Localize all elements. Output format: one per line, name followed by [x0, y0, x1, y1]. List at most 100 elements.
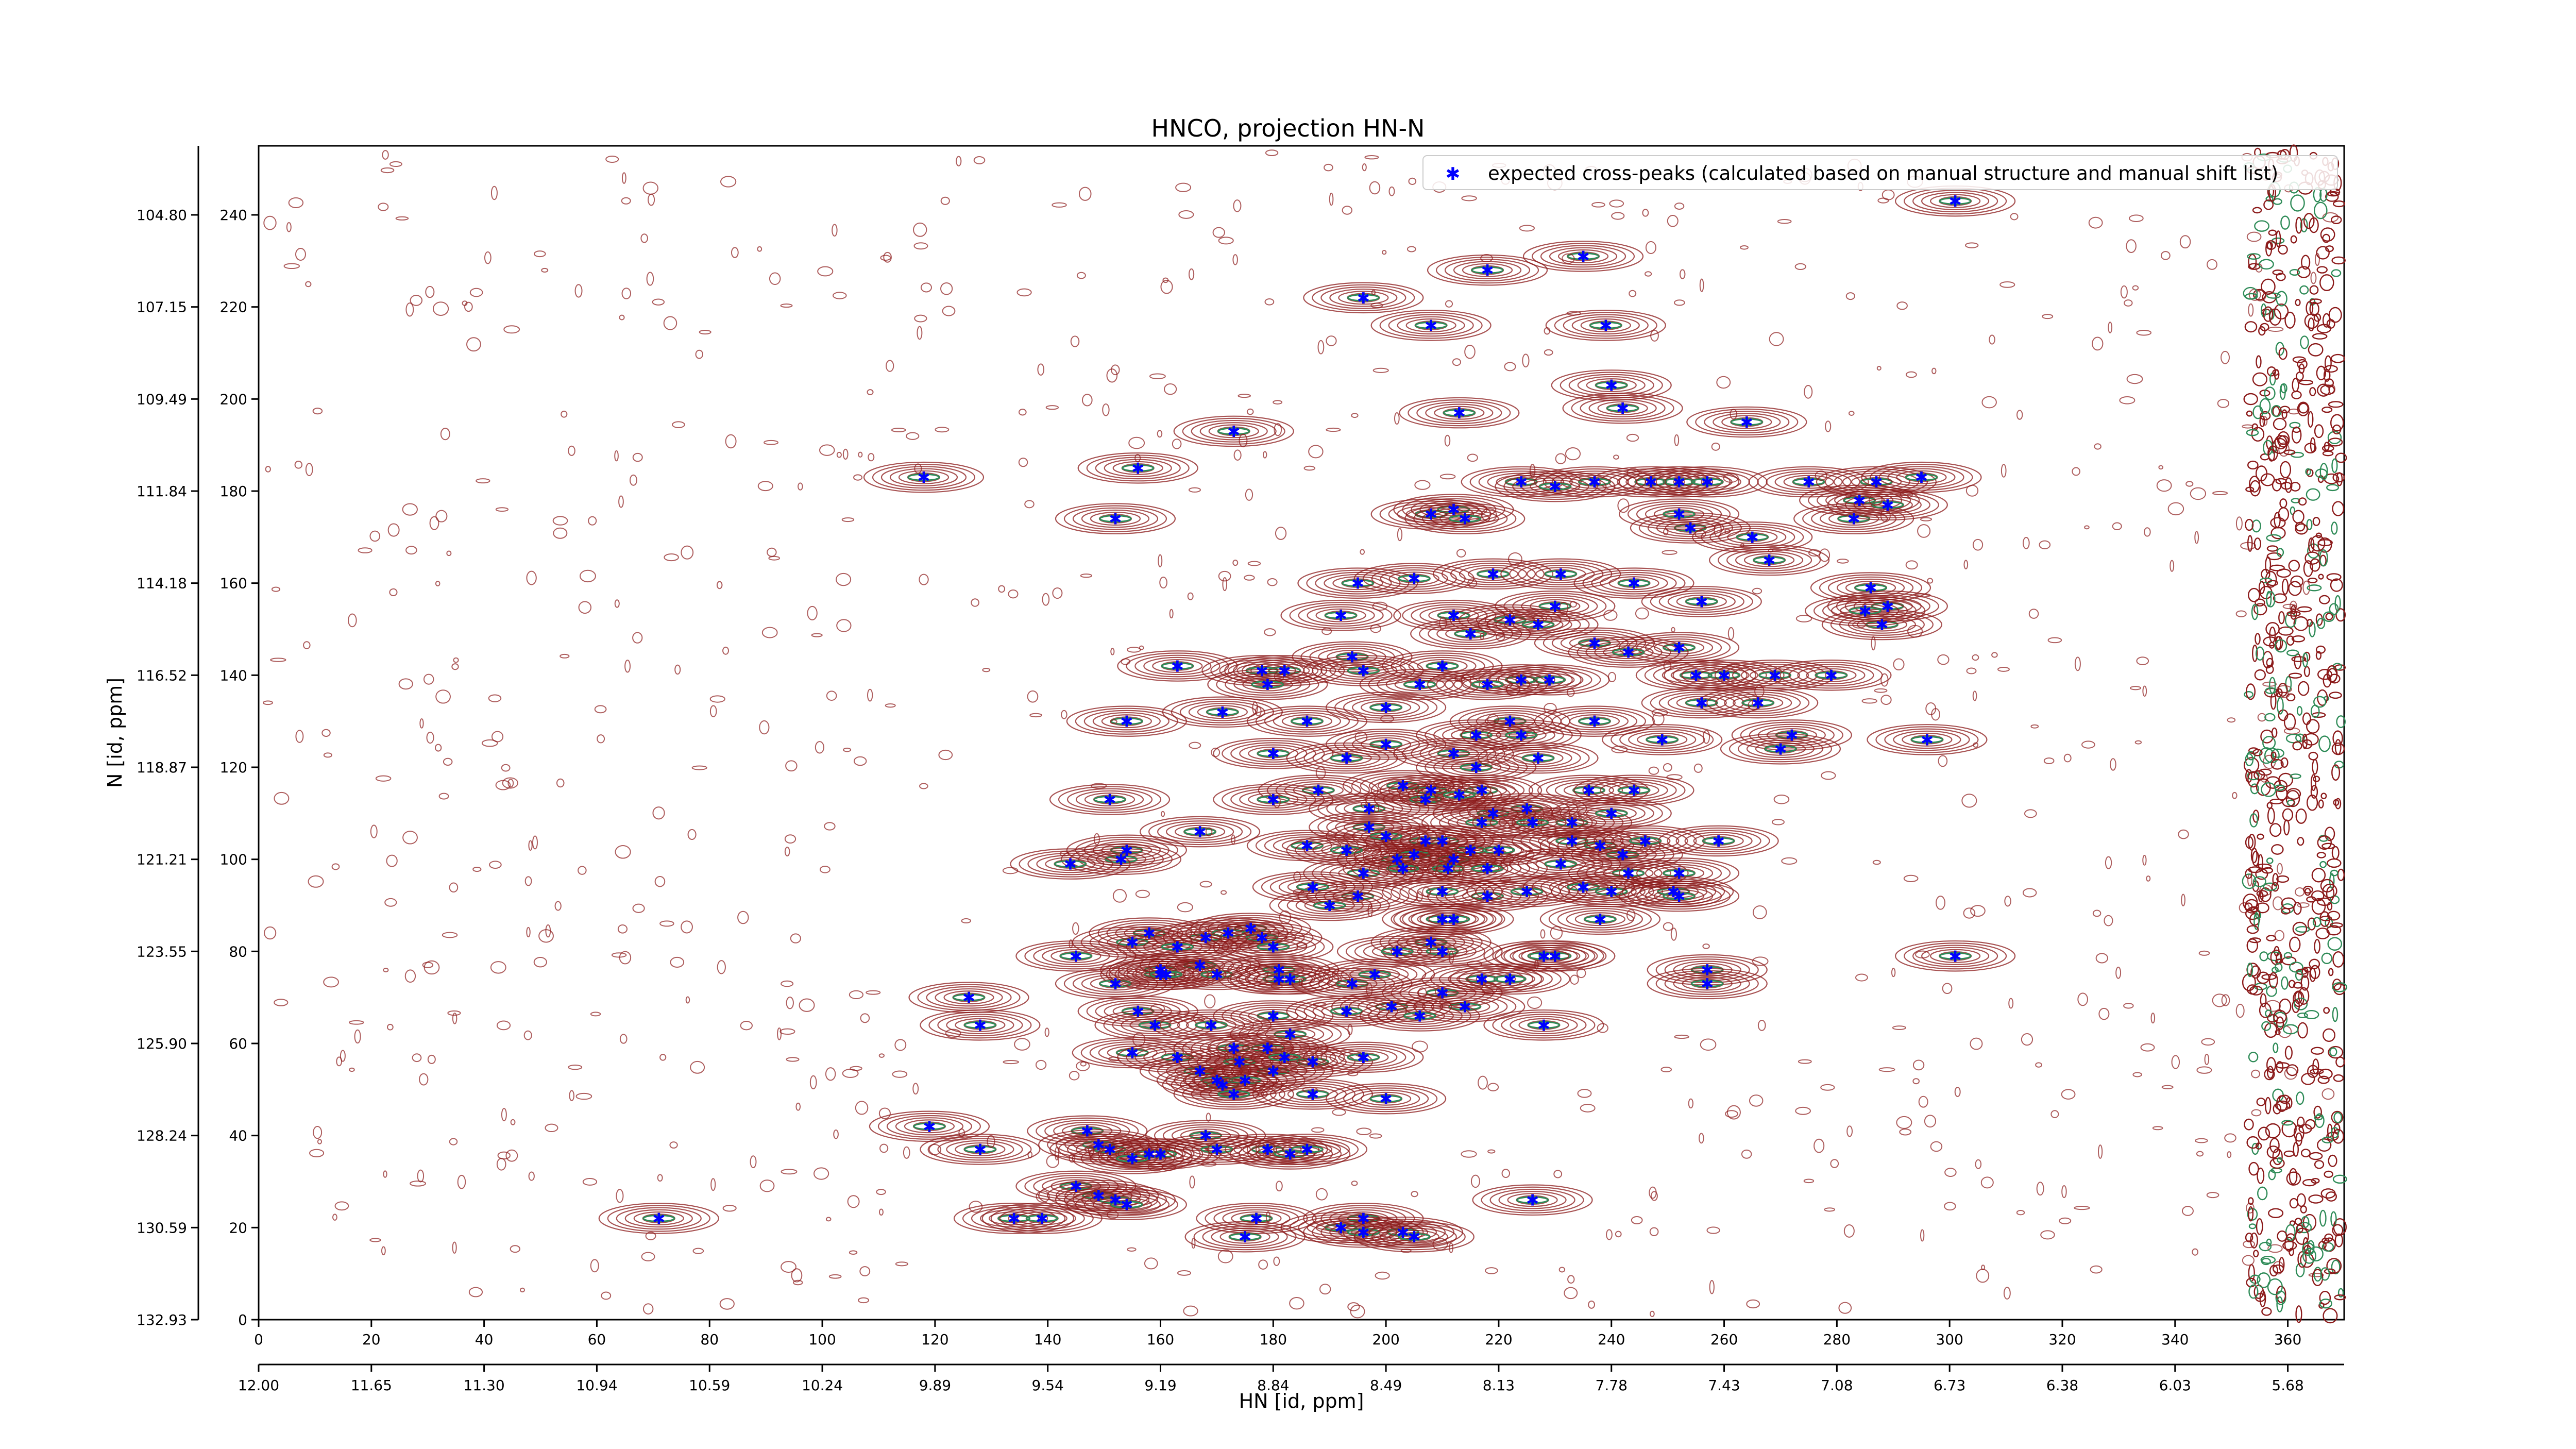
- noise-contour: [1110, 719, 1117, 724]
- noise-contour: [1709, 1280, 1715, 1294]
- edge-noise-contour: [2312, 333, 2328, 340]
- edge-noise-contour: [2331, 269, 2342, 277]
- peak-marker: ✱: [1300, 713, 1313, 731]
- noise-contour: [1487, 1083, 1499, 1091]
- noise-contour: [828, 1274, 842, 1279]
- edge-noise-contour: [2295, 970, 2303, 981]
- noise-contour: [879, 1143, 889, 1153]
- contour-ring: [1645, 504, 1714, 524]
- peak-marker: ✱: [974, 1017, 987, 1035]
- noise-contour: [1954, 1086, 1961, 1097]
- edge-noise-contour: [2317, 539, 2333, 547]
- contour-ring-negative: [1099, 515, 1132, 523]
- edge-noise-contour: [2263, 882, 2277, 891]
- contour-ring: [1684, 832, 1753, 850]
- noise-contour: [1258, 1259, 1268, 1270]
- noise-contour: [621, 288, 632, 299]
- edge-noise-contour: [2254, 669, 2266, 681]
- noise-contour: [1293, 889, 1304, 895]
- contour-ring: [1213, 737, 1334, 769]
- noise-contour: [2152, 1126, 2163, 1131]
- noise-contour: [1703, 730, 1710, 744]
- noise-contour: [2050, 1110, 2059, 1118]
- noise-contour: [710, 1178, 716, 1191]
- contour-ring: [1537, 777, 1641, 804]
- contour-ring: [1686, 406, 1807, 438]
- peak-marker: ✱: [1875, 616, 1888, 634]
- noise-contour: [323, 976, 339, 988]
- contour-ring-negative: [1685, 597, 1718, 605]
- noise-contour: [1480, 632, 1484, 640]
- contour-ring: [1721, 415, 1772, 429]
- noise-contour: [1111, 364, 1120, 376]
- noise-contour: [1088, 1145, 1094, 1156]
- edge-noise-contour: [2272, 369, 2279, 376]
- contour-ring: [1371, 567, 1457, 590]
- x-tick-label: 200: [1372, 1331, 1399, 1348]
- edge-noise-contour: [2251, 427, 2265, 442]
- peak-marker: ✱: [1171, 938, 1184, 956]
- peak-marker: ✱: [1154, 966, 1167, 984]
- noise-contour: [674, 664, 681, 675]
- peak-marker: ✱: [1143, 925, 1156, 943]
- noise-contour: [1231, 834, 1235, 845]
- peak-marker: ✱: [1442, 861, 1454, 879]
- contour-ring-negative: [1764, 745, 1797, 753]
- edge-noise-contour: [2331, 764, 2341, 781]
- noise-contour: [1649, 1227, 1659, 1237]
- contour-ring: [1870, 464, 1973, 491]
- contour-ring: [1129, 1018, 1180, 1032]
- edge-noise-contour: [2253, 537, 2262, 550]
- edge-noise-contour: [2280, 215, 2290, 230]
- edge-noise-contour: [2258, 768, 2272, 776]
- peak-marker: ✱: [974, 1141, 987, 1159]
- edge-noise-contour: [2321, 1237, 2330, 1244]
- peak-marker: ✱: [1628, 575, 1640, 593]
- edge-noise-contour: [2324, 473, 2340, 484]
- contour-ring-negative: [1448, 515, 1481, 523]
- contour-ring: [1481, 809, 1584, 836]
- edge-noise-contour: [2248, 1051, 2259, 1063]
- noise-contour: [432, 301, 449, 316]
- edge-noise-contour: [2278, 244, 2288, 255]
- noise-contour: [1679, 269, 1686, 279]
- peak-marker: ✱: [1385, 999, 1398, 1017]
- contour-ring: [1586, 378, 1637, 393]
- edge-noise-contour: [2290, 194, 2305, 212]
- edge-noise-contour: [2269, 1265, 2279, 1277]
- noise-contour: [1496, 632, 1505, 642]
- contour-ring: [1352, 698, 1420, 717]
- edge-noise-contour: [2297, 681, 2310, 696]
- contour-ring: [1230, 1138, 1351, 1170]
- contour-ring: [1281, 1142, 1333, 1156]
- noise-contour: [1798, 1059, 1812, 1064]
- noise-contour: [331, 863, 340, 870]
- contour-ring: [1431, 509, 1499, 528]
- edge-noise-contour: [2258, 581, 2265, 594]
- noise-contour: [2124, 299, 2133, 307]
- noise-contour: [859, 1266, 871, 1276]
- noise-contour: [1245, 488, 1253, 501]
- noise-contour: [1544, 327, 1551, 335]
- noise-contour: [1504, 362, 1516, 372]
- noise-contour: [2028, 609, 2039, 619]
- contour-ring: [1343, 1087, 1429, 1110]
- contour-ring: [1184, 1065, 1306, 1096]
- edge-noise-contour: [2293, 902, 2302, 915]
- peak-marker: ✱: [1672, 865, 1685, 883]
- noise-contour: [1128, 436, 1145, 449]
- noise-contour: [1458, 867, 1464, 878]
- contour-ring: [1165, 1062, 1234, 1081]
- contour-ring: [1647, 954, 1768, 986]
- contour-ring: [1063, 505, 1167, 532]
- peak-marker: ✱: [1481, 888, 1494, 906]
- contour-ring: [1704, 411, 1790, 433]
- noise-contour: [1781, 857, 1798, 865]
- contour-ring: [1207, 668, 1328, 700]
- x-ppm-tick-label: 9.54: [1032, 1377, 1064, 1394]
- contour-ring-negative: [1680, 671, 1713, 679]
- contour-ring: [1627, 500, 1731, 528]
- contour-ring: [1312, 749, 1381, 767]
- contour-ring: [1323, 961, 1427, 988]
- contour-ring: [1681, 664, 1767, 687]
